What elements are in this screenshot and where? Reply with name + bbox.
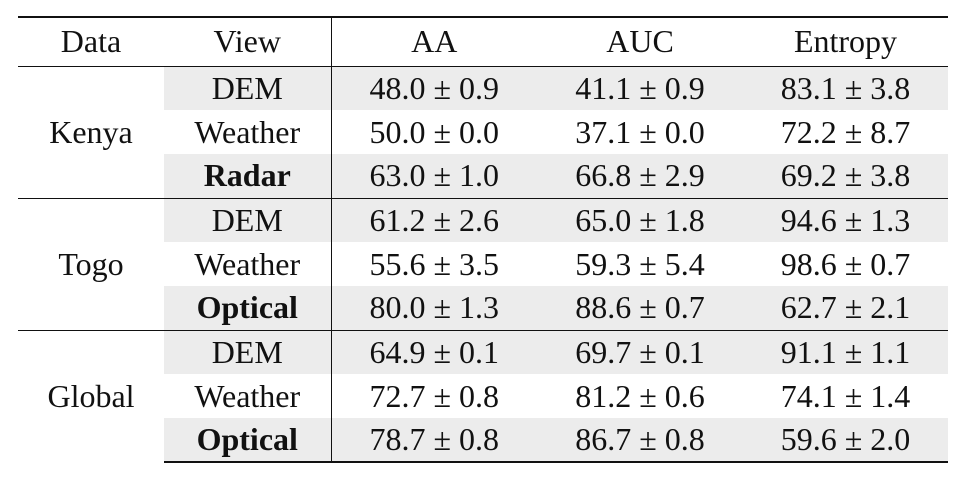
table-row: Weather 72.7 ± 0.8 81.2 ± 0.6 74.1 ± 1.4	[18, 374, 948, 418]
auc-cell: 66.8 ± 2.9	[537, 154, 743, 198]
table-row: Weather 50.0 ± 0.0 37.1 ± 0.0 72.2 ± 8.7	[18, 110, 948, 154]
table-row: Optical 78.7 ± 0.8 86.7 ± 0.8 59.6 ± 2.0	[18, 418, 948, 463]
aa-cell: 72.7 ± 0.8	[369, 377, 500, 414]
view-cell: Weather	[164, 110, 332, 154]
group-label: Kenya	[18, 66, 164, 198]
results-table-container: Data View AA AUC Entropy Kenya DEM 48.0 …	[18, 16, 948, 463]
header-auc: AUC	[537, 16, 743, 67]
group-togo: Togo DEM 61.2 ± 2.6 65.0 ± 1.8 94.6 ± 1.…	[18, 197, 948, 330]
entropy-cell: 72.2 ± 8.7	[780, 113, 911, 150]
entropy-cell: 83.1 ± 3.8	[743, 66, 948, 110]
group-global: Global DEM 64.9 ± 0.1 69.7 ± 0.1 91.1 ± …	[18, 329, 948, 463]
view-cell: Radar	[164, 154, 332, 198]
entropy-cell: 74.1 ± 1.4	[780, 377, 911, 414]
aa-cell: 61.2 ± 2.6	[331, 197, 537, 242]
group-label: Global	[18, 329, 164, 462]
header-row: Data View AA AUC Entropy	[18, 16, 948, 67]
group-label: Togo	[18, 197, 164, 330]
view-cell: DEM	[164, 197, 332, 242]
aa-cell: 80.0 ± 1.3	[331, 286, 537, 330]
entropy-cell: 91.1 ± 1.1	[743, 329, 948, 374]
table-row: Optical 80.0 ± 1.3 88.6 ± 0.7 62.7 ± 2.1	[18, 286, 948, 330]
entropy-cell: 69.2 ± 3.8	[743, 154, 948, 198]
aa-cell: 55.6 ± 3.5	[369, 245, 500, 282]
auc-cell: 81.2 ± 0.6	[575, 377, 705, 414]
view-cell: Weather	[164, 242, 332, 286]
aa-cell: 48.0 ± 0.9	[331, 66, 537, 110]
entropy-cell: 59.6 ± 2.0	[743, 418, 948, 463]
entropy-cell: 98.6 ± 0.7	[780, 245, 911, 282]
auc-cell: 69.7 ± 0.1	[537, 329, 743, 374]
auc-cell: 86.7 ± 0.8	[537, 418, 743, 463]
header-aa: AA	[331, 16, 537, 67]
header-view: View	[164, 16, 332, 67]
view-cell: Optical	[164, 418, 332, 463]
aa-cell: 50.0 ± 0.0	[369, 113, 500, 150]
results-table: Data View AA AUC Entropy Kenya DEM 48.0 …	[18, 16, 948, 463]
auc-cell: 37.1 ± 0.0	[575, 113, 705, 150]
table-header: Data View AA AUC Entropy	[18, 16, 948, 67]
group-kenya: Kenya DEM 48.0 ± 0.9 41.1 ± 0.9 83.1 ± 3…	[18, 66, 948, 198]
entropy-cell: 94.6 ± 1.3	[743, 197, 948, 242]
table-row: Togo DEM 61.2 ± 2.6 65.0 ± 1.8 94.6 ± 1.…	[18, 197, 948, 330]
view-cell: DEM	[164, 66, 332, 110]
aa-cell: 63.0 ± 1.0	[331, 154, 537, 198]
auc-cell: 59.3 ± 5.4	[575, 245, 705, 282]
header-entropy: Entropy	[743, 16, 948, 67]
aa-cell: 78.7 ± 0.8	[331, 418, 537, 463]
view-cell: Optical	[164, 286, 332, 330]
entropy-cell: 62.7 ± 2.1	[743, 286, 948, 330]
view-cell: DEM	[164, 329, 332, 374]
table-row: Radar 63.0 ± 1.0 66.8 ± 2.9 69.2 ± 3.8	[18, 154, 948, 198]
auc-cell: 41.1 ± 0.9	[537, 66, 743, 110]
auc-cell: 88.6 ± 0.7	[537, 286, 743, 330]
auc-cell: 65.0 ± 1.8	[537, 197, 743, 242]
header-data: Data	[18, 16, 164, 67]
table-row: Weather 55.6 ± 3.5 59.3 ± 5.4 98.6 ± 0.7	[18, 242, 948, 286]
view-cell: Weather	[164, 374, 332, 418]
table-row: Kenya DEM 48.0 ± 0.9 41.1 ± 0.9 83.1 ± 3…	[18, 66, 948, 198]
table-row: Global DEM 64.9 ± 0.1 69.7 ± 0.1 91.1 ± …	[18, 329, 948, 462]
aa-cell: 64.9 ± 0.1	[331, 329, 537, 374]
